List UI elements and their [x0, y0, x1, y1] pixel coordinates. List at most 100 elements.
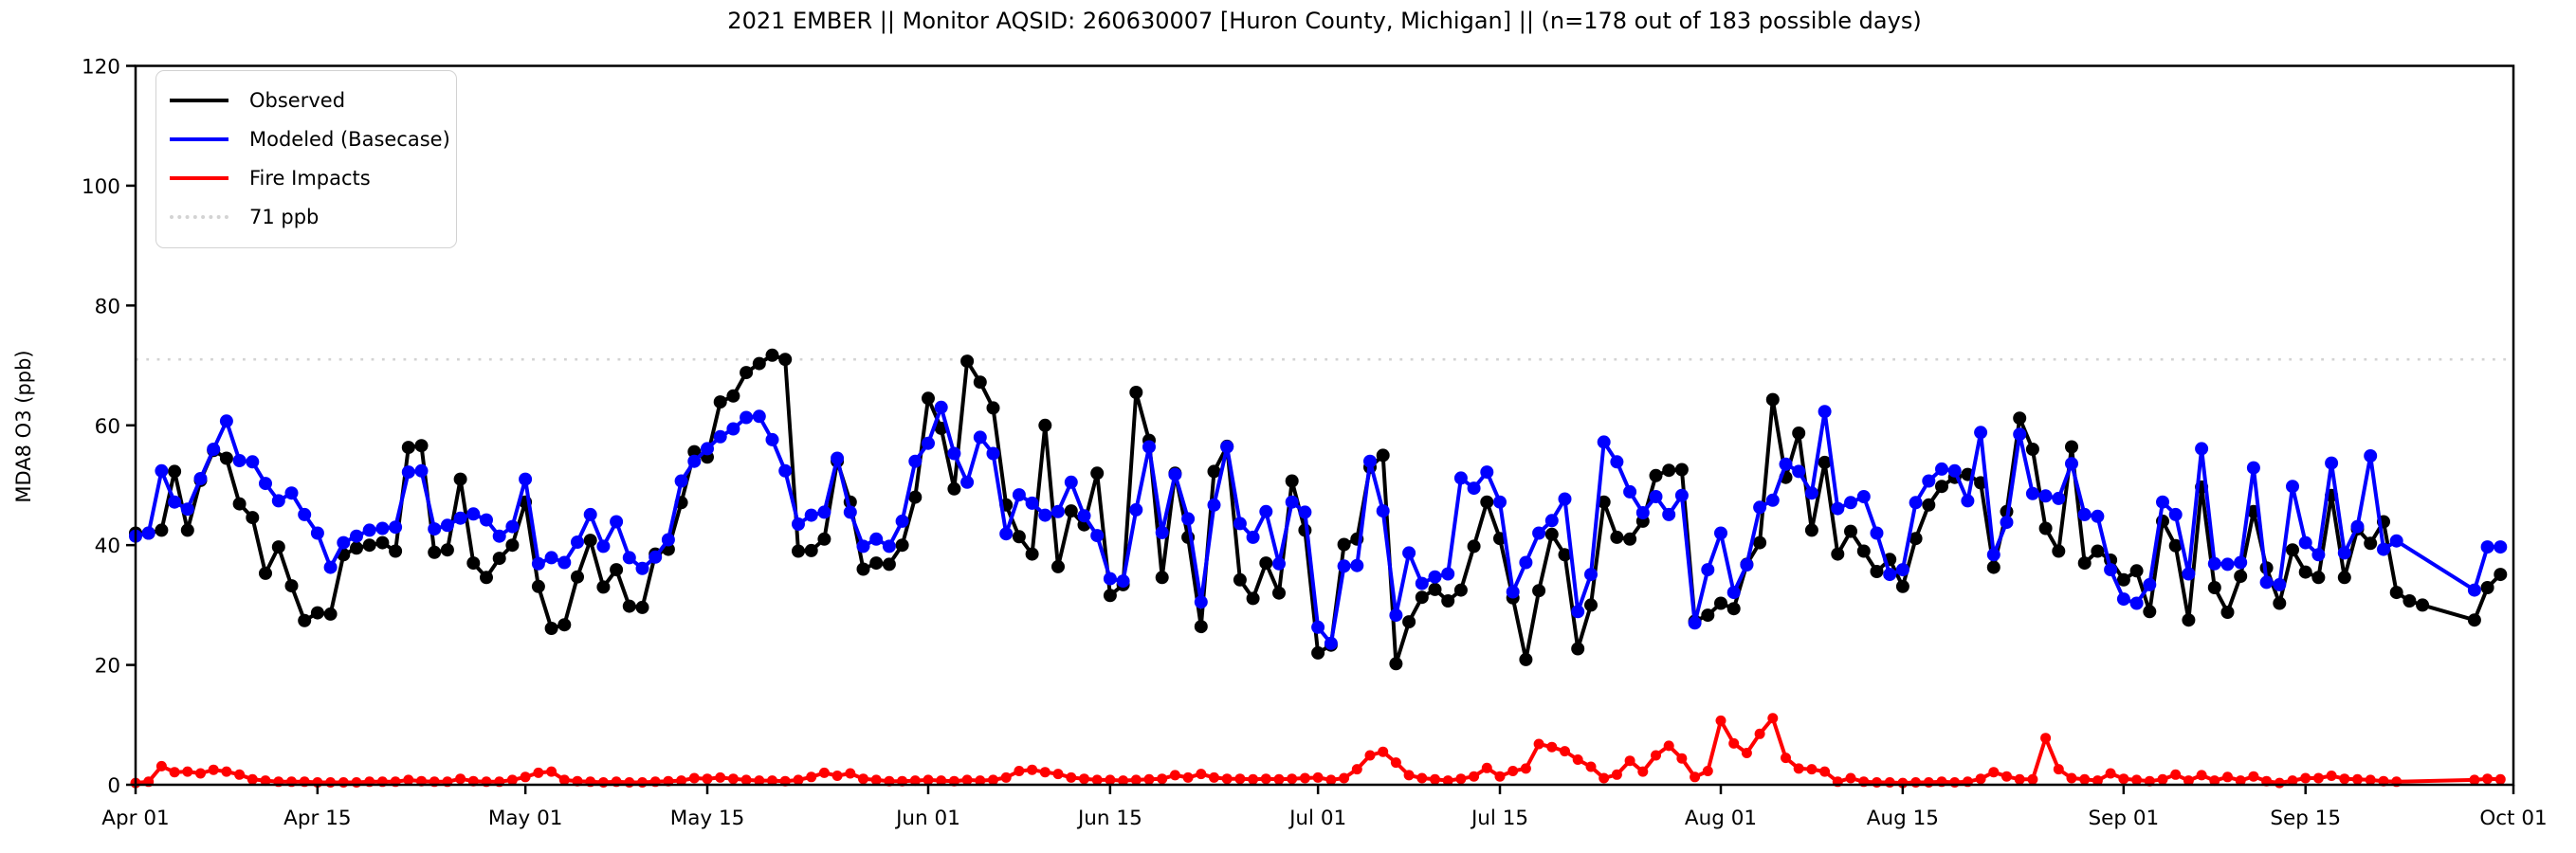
fire-impacts-marker	[2040, 733, 2052, 744]
observed-marker	[1376, 448, 1390, 463]
modeled-marker	[1051, 504, 1065, 518]
modeled-marker	[973, 430, 987, 445]
fire-impacts-marker	[1105, 774, 1116, 786]
modeled-marker	[1909, 496, 1923, 510]
modeled-marker	[1726, 586, 1741, 600]
fire-impacts-marker	[2014, 773, 2025, 785]
fire-impacts-marker	[208, 764, 219, 775]
fire-impacts-marker	[597, 777, 609, 788]
observed-marker	[2273, 596, 2287, 610]
modeled-marker	[1544, 514, 1559, 528]
observed-marker	[752, 356, 766, 371]
fire-impacts-marker	[1663, 740, 1674, 752]
modeled-marker	[557, 555, 572, 570]
observed-marker	[1701, 608, 1715, 623]
fire-impacts-marker	[1052, 769, 1064, 780]
x-axis-tick-label: Jun 15	[1076, 807, 1142, 830]
fire-impacts-marker	[1455, 773, 1467, 785]
fire-impacts-marker	[2157, 773, 2168, 785]
fire-impacts-marker	[2001, 771, 2012, 782]
observed-marker	[2234, 570, 2248, 583]
observed-marker	[544, 622, 558, 635]
modeled-line-sample	[170, 136, 228, 141]
observed-marker	[1765, 392, 1780, 407]
fire-impacts-marker	[520, 771, 531, 783]
modeled-marker	[1532, 526, 1546, 540]
fire-impacts-marker	[1975, 773, 1986, 785]
modeled-marker	[792, 517, 805, 531]
fire-impacts-marker	[727, 773, 739, 785]
observed-marker	[428, 545, 442, 559]
observed-marker	[960, 354, 975, 369]
modeled-marker	[1090, 529, 1105, 543]
observed-marker	[219, 451, 233, 465]
modeled-marker	[466, 507, 481, 521]
modeled-marker	[1181, 512, 1196, 526]
observed-marker	[1246, 591, 1260, 606]
modeled-marker	[1428, 570, 1442, 584]
fire-impacts-marker	[546, 766, 557, 777]
modeled-marker	[701, 442, 714, 456]
modeled-marker	[1129, 502, 1143, 517]
observed-marker	[1986, 560, 2001, 574]
modeled-marker	[1662, 507, 1676, 521]
modeled-marker	[232, 454, 247, 467]
modeled-marker	[1818, 405, 1832, 419]
modeled-marker	[2234, 555, 2248, 570]
observed-marker	[1909, 532, 1923, 546]
fire-impacts-marker	[2287, 775, 2298, 787]
fire-impacts-marker	[754, 775, 765, 787]
observed-marker	[323, 607, 338, 621]
modeled-marker	[1974, 426, 1988, 440]
fire-impacts-marker	[1533, 738, 1544, 750]
modeled-marker	[571, 535, 584, 549]
observed-marker	[1544, 527, 1559, 541]
modeled-marker	[246, 455, 260, 469]
fire-impacts-marker	[1949, 777, 1961, 788]
fire-impacts-marker	[1728, 737, 1740, 749]
fire-impacts-marker	[1014, 766, 1025, 776]
observed-marker	[2402, 594, 2417, 608]
fire-impacts-marker	[1741, 748, 1752, 758]
modeled-marker	[2143, 577, 2157, 591]
modeled-marker	[1688, 616, 1702, 630]
modeled-marker	[2116, 592, 2130, 607]
fire-impacts-marker	[533, 767, 544, 778]
modeled-marker	[1623, 484, 1637, 499]
observed-marker	[2467, 613, 2481, 627]
modeled-marker	[1168, 467, 1182, 481]
modeled-marker	[2077, 507, 2092, 521]
observed-marker	[1480, 495, 1494, 509]
modeled-marker	[778, 463, 793, 478]
modeled-marker	[492, 529, 506, 543]
observed-marker	[1831, 547, 1845, 561]
observed-marker	[155, 523, 169, 537]
fire-impacts-marker	[1507, 766, 1519, 776]
fire-impacts-marker	[1039, 767, 1050, 778]
fire-impacts-marker	[1819, 766, 1831, 777]
fire-impacts-marker	[1169, 770, 1180, 781]
observed-marker	[1272, 586, 1286, 600]
modeled-marker	[1389, 608, 1403, 623]
observed-marker	[1870, 565, 1884, 578]
modeled-marker	[869, 532, 884, 546]
observed-marker	[492, 552, 506, 566]
observed-marker	[1935, 480, 1948, 494]
observed-marker	[2416, 598, 2430, 612]
modeled-marker	[2467, 583, 2481, 597]
fire-impacts-marker	[818, 767, 830, 778]
fire-impacts-marker	[1118, 775, 1129, 787]
observed-marker	[1895, 579, 1909, 593]
modeled-marker	[180, 502, 194, 517]
fire-impacts-marker	[1000, 771, 1012, 783]
fire-impacts-marker	[1546, 741, 1558, 753]
fire-impacts-marker	[1378, 746, 1389, 757]
modeled-marker	[2377, 542, 2390, 556]
modeled-marker	[2311, 548, 2326, 562]
modeled-marker	[1311, 620, 1325, 634]
observed-marker	[1714, 596, 1727, 610]
modeled-marker	[1402, 546, 1416, 560]
fire-impacts-marker	[338, 777, 349, 788]
observed-marker	[1285, 474, 1299, 488]
fire-impacts-marker	[506, 774, 518, 786]
